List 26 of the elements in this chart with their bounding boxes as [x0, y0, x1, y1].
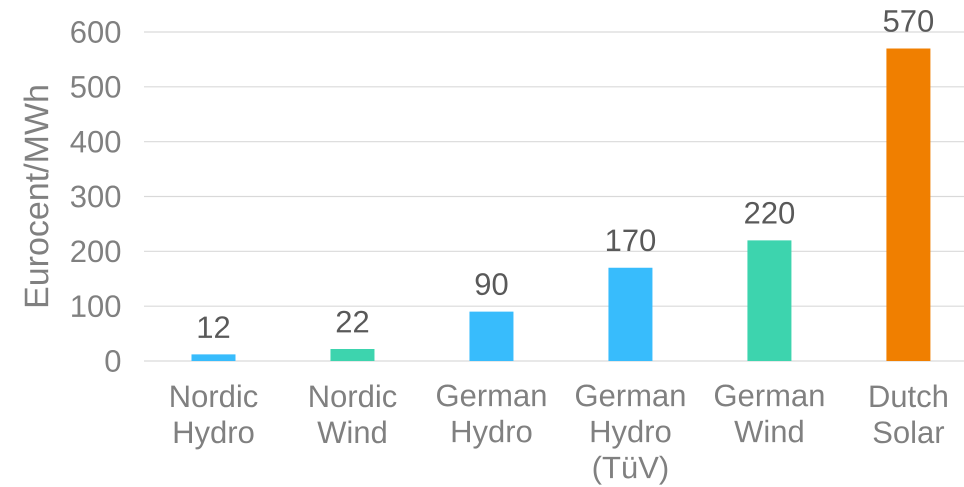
data-label: 22 — [336, 310, 368, 332]
y-tick-label: 600 — [71, 21, 120, 43]
y-tick-label: 100 — [72, 295, 120, 318]
data-label: 220 — [745, 202, 794, 224]
x-tick-label: German Hydro — [437, 384, 546, 449]
x-tick-label: German Hydro (TüV) — [576, 384, 684, 485]
data-label: 570 — [884, 10, 934, 32]
bar — [608, 268, 652, 361]
y-tick-label: 400 — [70, 130, 120, 153]
bar — [469, 312, 514, 361]
x-tick-label: Nordic Wind — [310, 384, 396, 444]
bar — [886, 48, 930, 361]
y-tick-label: 0 — [105, 350, 120, 372]
bar — [747, 240, 792, 361]
x-tick-label: Nordic Hydro — [171, 384, 258, 450]
y-axis-title: Eurocent/MWh — [24, 86, 48, 306]
y-tick-label: 500 — [70, 76, 120, 98]
data-label: 170 — [606, 229, 656, 252]
bar — [191, 354, 236, 361]
x-tick-label: German Wind — [715, 384, 824, 442]
x-tick-label: Dutch Solar — [870, 384, 947, 444]
y-tick-label: 200 — [71, 240, 120, 262]
y-tick-label: 300 — [70, 186, 120, 208]
bar — [330, 348, 374, 361]
data-label: 90 — [476, 273, 508, 296]
data-label: 12 — [198, 316, 230, 338]
